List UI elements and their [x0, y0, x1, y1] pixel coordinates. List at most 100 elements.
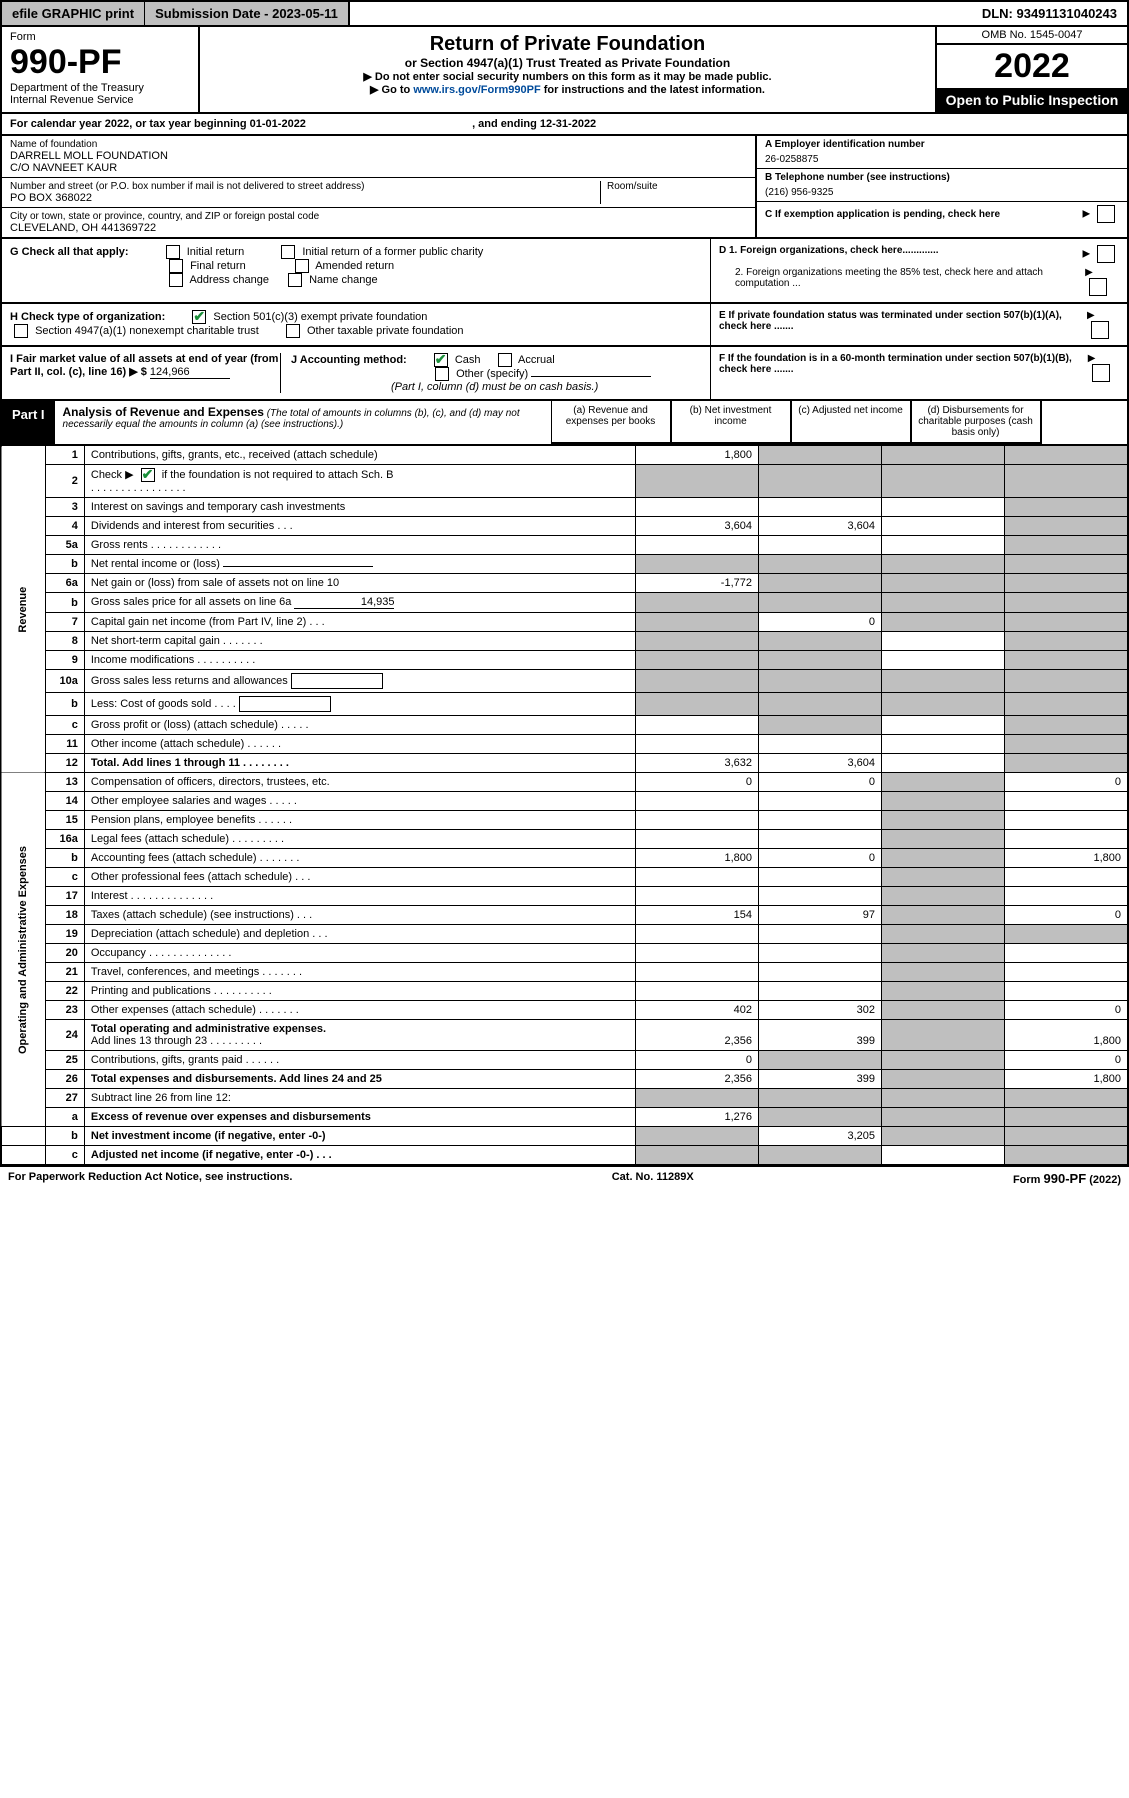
line-16b-b: 0: [759, 849, 882, 868]
irs-link[interactable]: www.irs.gov/Form990PF: [413, 84, 540, 96]
line-24: 24 Total operating and administrative ex…: [1, 1020, 1128, 1051]
line-17-a: [636, 887, 759, 906]
g-name-checkbox[interactable]: [288, 273, 302, 287]
g-amended: Amended return: [315, 260, 394, 272]
h-other-checkbox[interactable]: [286, 324, 300, 338]
line-6b-c: [882, 593, 1005, 613]
g-initial: Initial return: [187, 246, 244, 258]
line-10b-b: [759, 693, 882, 716]
form-title: Return of Private Foundation: [206, 33, 929, 56]
line-11-a: [636, 735, 759, 754]
line-21-desc: Travel, conferences, and meetings . . . …: [84, 963, 635, 982]
line-12-d: [1005, 754, 1129, 773]
line-25-desc: Contributions, gifts, grants paid . . . …: [84, 1051, 635, 1070]
line-23-b: 302: [759, 1001, 882, 1020]
line-1-no: 1: [45, 446, 84, 465]
line-16a-c: [882, 830, 1005, 849]
h-4947-checkbox[interactable]: [14, 324, 28, 338]
line-22-d: [1005, 982, 1129, 1001]
header-note-1: ▶ Do not enter social security numbers o…: [206, 70, 929, 83]
header-right: OMB No. 1545-0047 2022 Open to Public In…: [935, 27, 1127, 112]
line-10c-desc: Gross profit or (loss) (attach schedule)…: [84, 716, 635, 735]
address-cell: Number and street (or P.O. box number if…: [2, 178, 755, 208]
d1-checkbox[interactable]: [1097, 245, 1115, 263]
line-6b: b Gross sales price for all assets on li…: [1, 593, 1128, 613]
line-9-c: [882, 651, 1005, 670]
line-14-c: [882, 792, 1005, 811]
line-10c-a: [636, 716, 759, 735]
line-19-desc: Depreciation (attach schedule) and deple…: [84, 925, 635, 944]
line-19: 19 Depreciation (attach schedule) and de…: [1, 925, 1128, 944]
line-10a-desc: Gross sales less returns and allowances: [84, 670, 635, 693]
line-4: 4 Dividends and interest from securities…: [1, 517, 1128, 536]
open-to-public: Open to Public Inspection: [937, 88, 1127, 112]
line-26-desc: Total expenses and disbursements. Add li…: [84, 1070, 635, 1089]
exemption-checkbox[interactable]: [1097, 205, 1115, 223]
cal-begin: 01-01-2022: [250, 118, 306, 130]
line-10b: b Less: Cost of goods sold . . . .: [1, 693, 1128, 716]
check-h: H Check type of organization: Section 50…: [2, 304, 710, 345]
line-22-no: 22: [45, 982, 84, 1001]
line-20-no: 20: [45, 944, 84, 963]
j-other-checkbox[interactable]: [435, 367, 449, 381]
line-27b-b: 3,205: [759, 1127, 882, 1146]
line-4-d: [1005, 517, 1129, 536]
line-18-d: 0: [1005, 906, 1129, 925]
h-501c3-checkbox[interactable]: [192, 310, 206, 324]
line-4-no: 4: [45, 517, 84, 536]
line-15-no: 15: [45, 811, 84, 830]
h-label: H Check type of organization:: [10, 311, 165, 323]
header-note-2: ▶ Go to www.irs.gov/Form990PF for instru…: [206, 83, 929, 96]
header-left: Form 990-PF Department of the Treasury I…: [2, 27, 200, 112]
h-501c3: Section 501(c)(3) exempt private foundat…: [213, 311, 427, 323]
line-17-no: 17: [45, 887, 84, 906]
g-initial-checkbox[interactable]: [166, 245, 180, 259]
e-checkbox[interactable]: [1091, 321, 1109, 339]
line-18-desc: Taxes (attach schedule) (see instruction…: [84, 906, 635, 925]
header-center: Return of Private Foundation or Section …: [200, 27, 935, 112]
line-4-desc: Dividends and interest from securities .…: [84, 517, 635, 536]
line-20-a: [636, 944, 759, 963]
line-7-d: [1005, 613, 1129, 632]
g-amended-checkbox[interactable]: [295, 259, 309, 273]
line-5b-c: [882, 555, 1005, 574]
line-3-a: [636, 498, 759, 517]
line-6a-c: [882, 574, 1005, 593]
line-27c-no: c: [45, 1146, 84, 1166]
f-checkbox[interactable]: [1092, 364, 1110, 382]
expenses-label: Operating and Administrative Expenses: [1, 773, 45, 1127]
line-24-d: 1,800: [1005, 1020, 1129, 1051]
g-initial-former-checkbox[interactable]: [281, 245, 295, 259]
exemption-label: C If exemption application is pending, c…: [765, 209, 1000, 220]
line-10b-desc: Less: Cost of goods sold . . . .: [84, 693, 635, 716]
footer-right: Form 990-PF (2022): [1013, 1171, 1121, 1186]
f-label: F If the foundation is in a 60-month ter…: [719, 353, 1088, 382]
line-16a-no: 16a: [45, 830, 84, 849]
check-f: F If the foundation is in a 60-month ter…: [710, 347, 1127, 399]
j-cash: Cash: [455, 354, 481, 366]
line-27c-a: [636, 1146, 759, 1166]
addr-label: Number and street (or P.O. box number if…: [10, 181, 600, 192]
footer-left: For Paperwork Reduction Act Notice, see …: [8, 1171, 292, 1186]
j-cash-checkbox[interactable]: [434, 353, 448, 367]
line-9-a: [636, 651, 759, 670]
part1-header: Part I Analysis of Revenue and Expenses …: [0, 401, 1129, 446]
line-11: 11 Other income (attach schedule) . . . …: [1, 735, 1128, 754]
tax-year: 2022: [937, 45, 1127, 88]
line-25: 25 Contributions, gifts, grants paid . .…: [1, 1051, 1128, 1070]
part1-label: Part I: [2, 401, 55, 444]
line-6a: 6a Net gain or (loss) from sale of asset…: [1, 574, 1128, 593]
g-final-checkbox[interactable]: [169, 259, 183, 273]
col-a-header: (a) Revenue and expenses per books: [552, 401, 672, 444]
line-15-d: [1005, 811, 1129, 830]
j-accrual-checkbox[interactable]: [498, 353, 512, 367]
line-9-desc: Income modifications . . . . . . . . . .: [84, 651, 635, 670]
line-16b-a: 1,800: [636, 849, 759, 868]
g-address-checkbox[interactable]: [169, 273, 183, 287]
line-2-checkbox[interactable]: [141, 468, 155, 482]
d2-checkbox[interactable]: [1089, 278, 1107, 296]
check-section-h: H Check type of organization: Section 50…: [0, 304, 1129, 347]
line-19-d: [1005, 925, 1129, 944]
efile-print-button[interactable]: efile GRAPHIC print: [2, 2, 145, 25]
line-27c-b: [759, 1146, 882, 1166]
